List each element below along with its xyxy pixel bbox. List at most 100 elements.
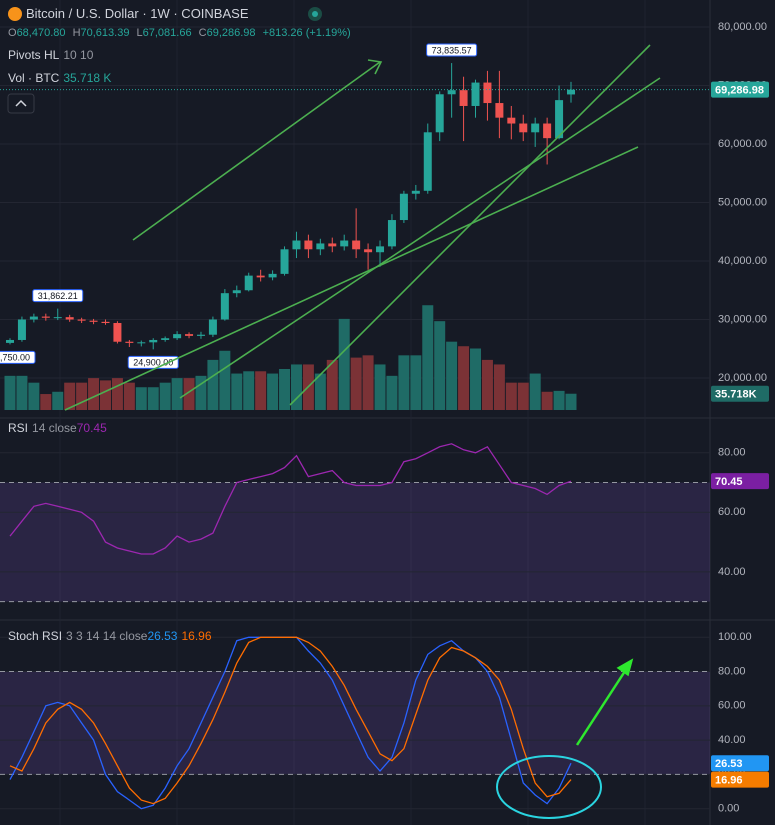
- candle-body: [340, 240, 349, 247]
- label: O: [8, 27, 17, 39]
- candle-body: [567, 89, 575, 95]
- candle-body: [17, 319, 26, 340]
- last-value-label: 16.96: [715, 775, 743, 787]
- volume-bar: [314, 373, 326, 410]
- candle-body: [292, 240, 301, 250]
- volume-bar: [4, 375, 16, 410]
- drawings: [64, 44, 661, 819]
- indicator-params: 10 10: [63, 48, 94, 62]
- volume-bar: [111, 378, 123, 410]
- collapse-icon: [15, 99, 27, 107]
- volume-bar: [147, 387, 159, 410]
- candle-body: [483, 82, 492, 104]
- volume-bar: [458, 346, 470, 410]
- volume-bar: [195, 375, 207, 410]
- y-tick-label: 50,000.00: [718, 196, 767, 208]
- candle-body: [196, 334, 205, 336]
- y-tick-label: 80.00: [718, 447, 746, 459]
- candle-body: [220, 293, 229, 320]
- indicator-name: Vol · BTC: [8, 71, 60, 85]
- candle-body: [137, 342, 146, 344]
- candle-body: [447, 90, 456, 95]
- volume-bar: [398, 355, 410, 410]
- candle-body: [507, 117, 516, 124]
- candle-body: [161, 338, 170, 340]
- y-tick-label: 40.00: [718, 566, 746, 578]
- collapse-button[interactable]: [7, 93, 35, 114]
- volume-bar: [207, 359, 219, 410]
- pivot-label: 24,900.00: [133, 358, 173, 368]
- arrow-head: [367, 59, 383, 75]
- candle-body: [149, 339, 158, 343]
- candle-body: [125, 341, 134, 343]
- volume-bar: [481, 359, 493, 410]
- candle-body: [208, 319, 217, 335]
- y-tick-label: 100.00: [718, 631, 752, 643]
- volume-bar: [565, 393, 577, 410]
- volume-bar: [99, 380, 111, 410]
- trend-line: [289, 44, 651, 406]
- symbol: Bitcoin / U.S. Dollar · 1W · COINBASE: [26, 6, 249, 21]
- volume-bar: [28, 382, 40, 410]
- candle-body: [364, 249, 373, 253]
- volume-bar: [446, 341, 458, 410]
- pivot-box: [0, 350, 36, 364]
- candle-body: [77, 319, 86, 321]
- candle-body: [495, 103, 504, 118]
- volume-bar: [88, 378, 100, 410]
- volume-bar: [517, 382, 529, 410]
- vertical-grid: [59, 0, 646, 825]
- candle-body: [543, 123, 552, 139]
- ohlc-row: O68,470.80 H70,613.39 L67,081.66 C69,286…: [8, 27, 355, 39]
- candle-body: [185, 334, 194, 336]
- up-arrow: [575, 667, 629, 746]
- bitcoin-icon: [8, 7, 22, 21]
- candle-body: [268, 273, 277, 278]
- y-tick-label: 60.00: [718, 700, 746, 712]
- volume-bar: [529, 373, 541, 410]
- rsi-legend: RSI 14 close70.45: [8, 421, 111, 435]
- candle-body: [65, 317, 74, 320]
- volume-bar: [553, 390, 565, 410]
- last-value-label: 70.45: [715, 476, 743, 488]
- candle-body: [328, 243, 337, 247]
- volume-bar: [422, 305, 434, 410]
- candle-body: [244, 275, 253, 291]
- indicator-value: 70.45: [76, 421, 107, 435]
- volume-bar: [135, 387, 147, 410]
- volume-bar: [541, 391, 553, 410]
- indicator-value: 35.718 K: [63, 71, 112, 85]
- y-tick-label: 80.00: [718, 665, 746, 677]
- volume-bar: [326, 359, 338, 410]
- volume-bar: [434, 321, 446, 410]
- candle-body: [232, 290, 241, 294]
- volume-bar: [40, 394, 52, 410]
- candle-body: [29, 316, 38, 320]
- candle-body: [304, 240, 313, 250]
- y-tick-label: 40.00: [718, 734, 746, 746]
- candle-body: [173, 334, 182, 339]
- candle-body: [399, 193, 408, 221]
- pivot-label: 25,750.00: [0, 353, 30, 363]
- last-price-label: 69,286.98: [715, 85, 764, 97]
- volume-bar: [76, 382, 88, 410]
- highlight-ellipse: [496, 755, 602, 819]
- volume-bar: [374, 364, 386, 410]
- trend-line: [64, 146, 639, 411]
- indicator-name: Pivots HL: [8, 48, 60, 62]
- series-line: [9, 443, 572, 555]
- candle-body: [256, 275, 265, 278]
- candle-body: [531, 123, 540, 133]
- volume-bar: [52, 391, 64, 410]
- y-tick-label: 80,000.00: [718, 21, 767, 33]
- pivot-label: 31,862.21: [38, 291, 78, 301]
- indicator-name: RSI: [8, 421, 29, 435]
- candle-body: [459, 90, 468, 106]
- y-tick-label: 0.00: [718, 803, 739, 815]
- volume-bar: [338, 318, 350, 410]
- band-fill: [0, 671, 710, 775]
- volume-bar: [231, 373, 243, 410]
- candle-body: [101, 321, 110, 324]
